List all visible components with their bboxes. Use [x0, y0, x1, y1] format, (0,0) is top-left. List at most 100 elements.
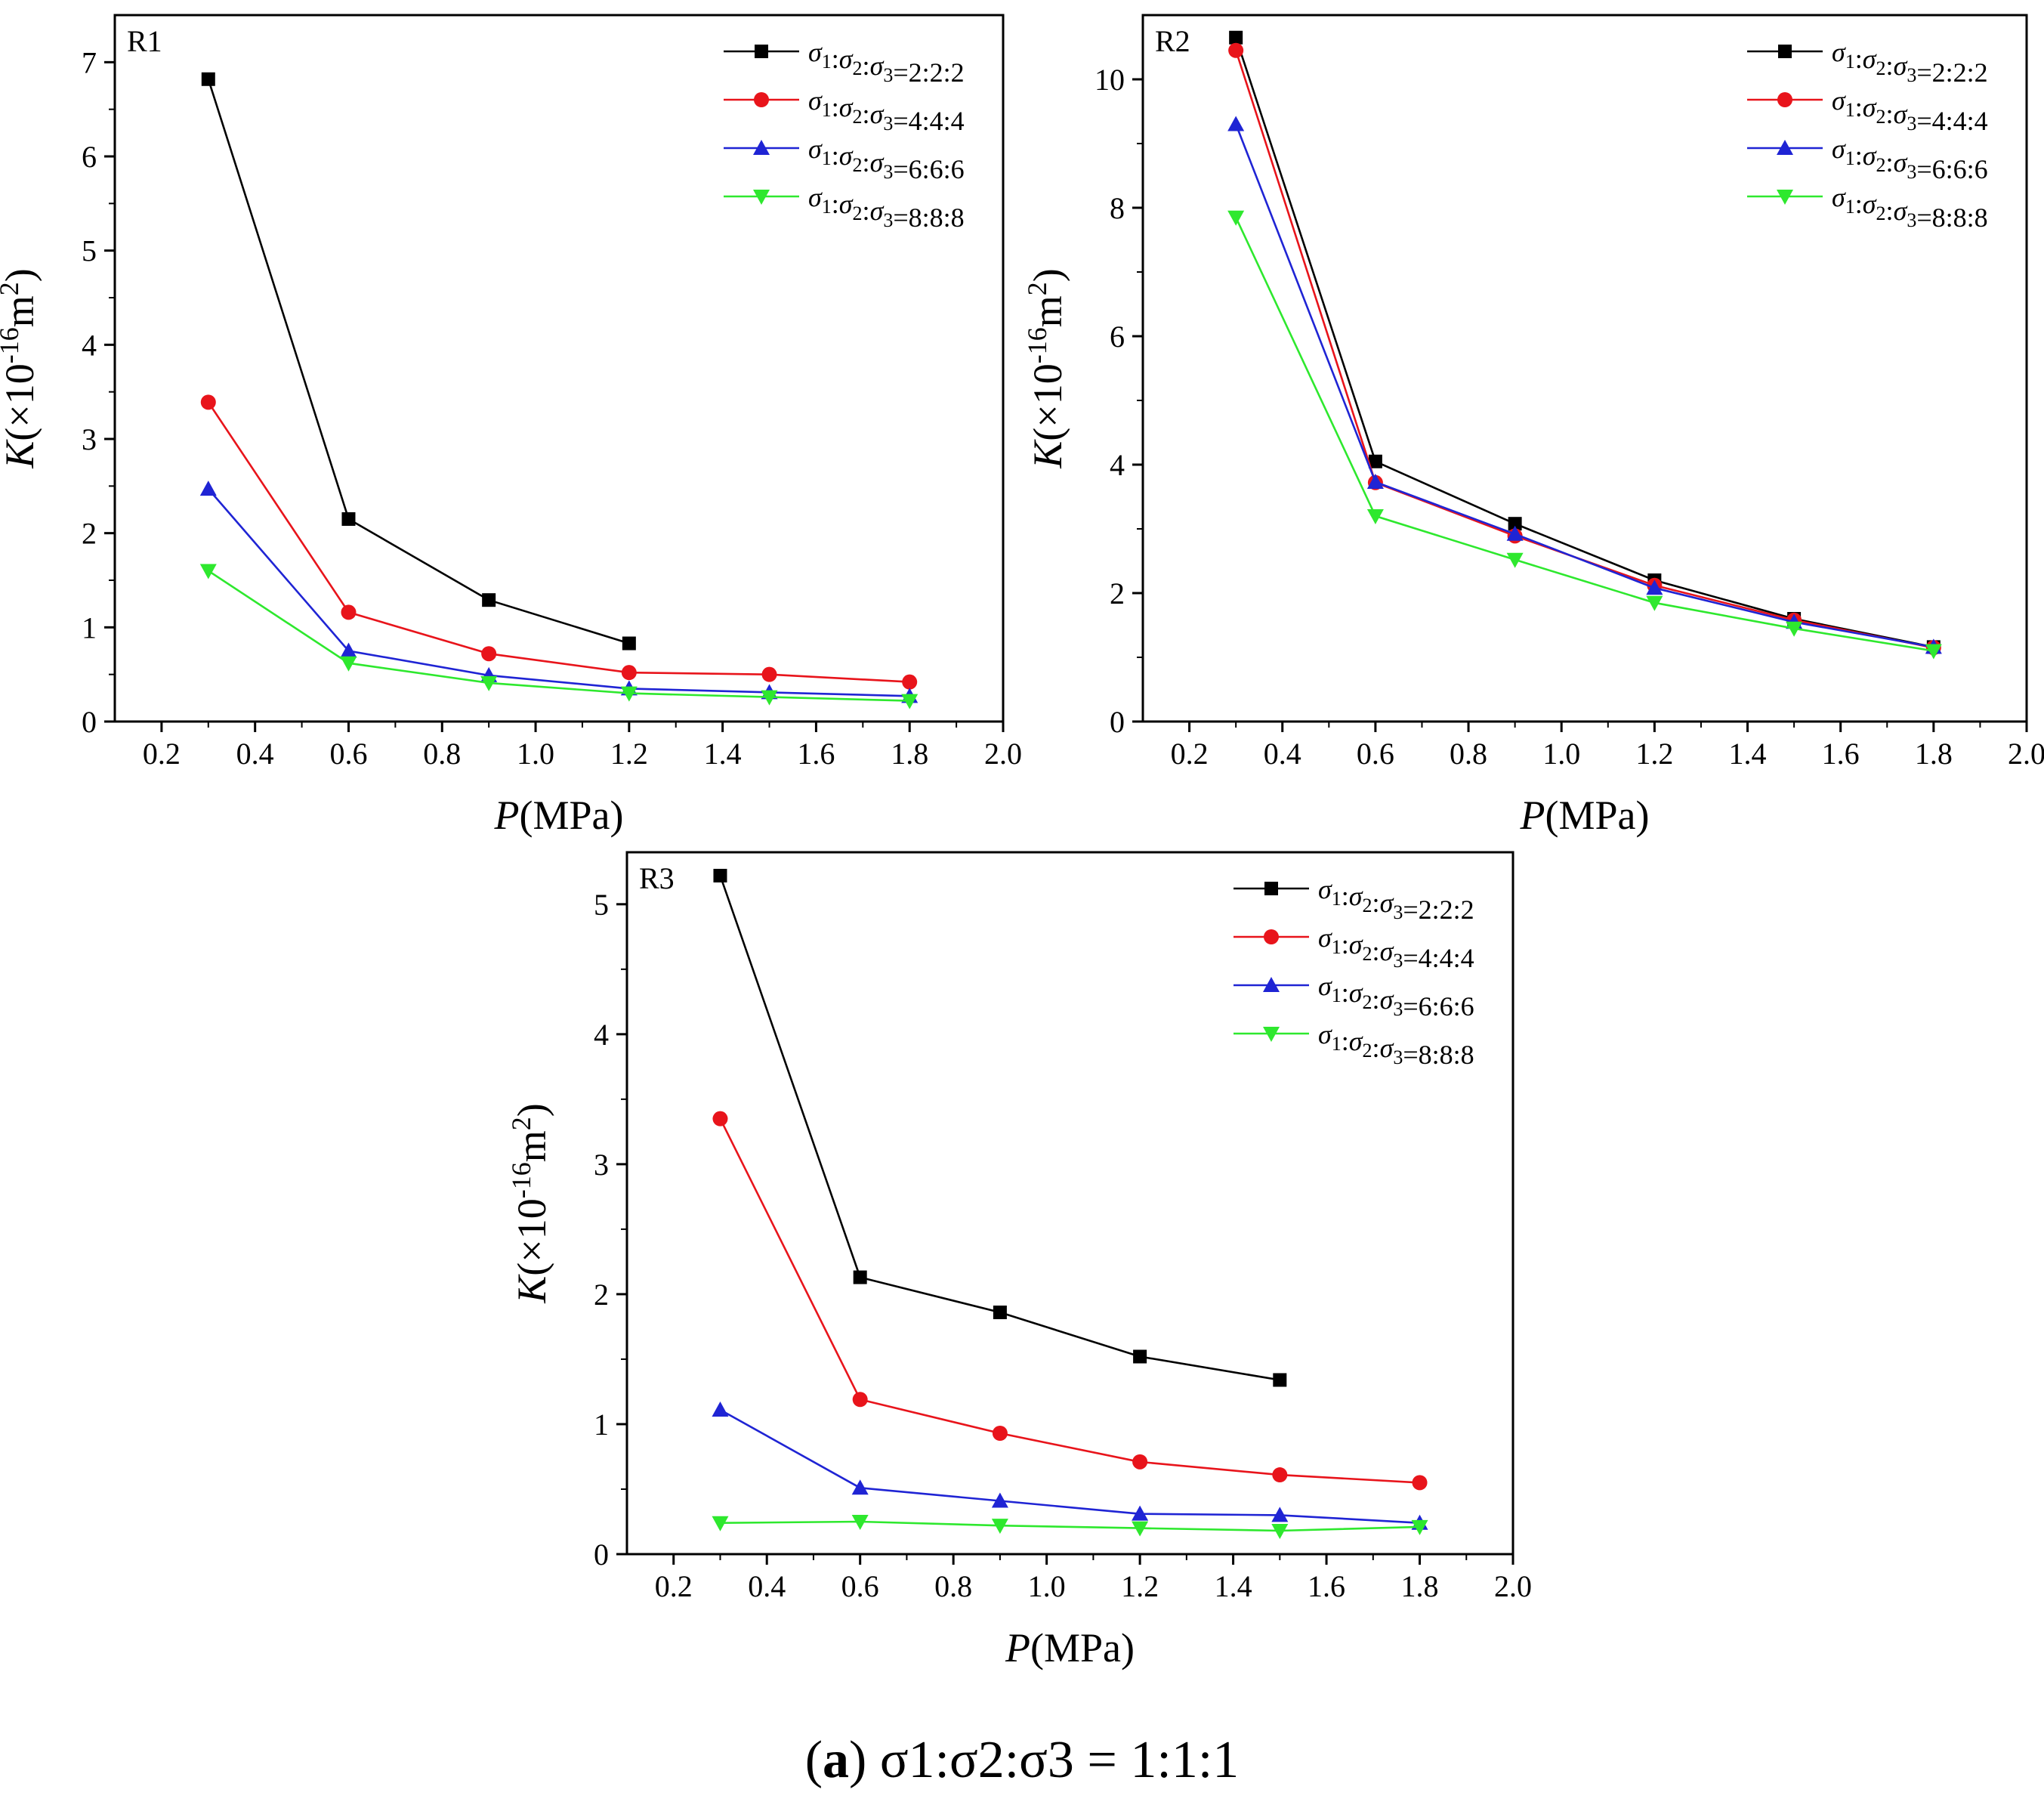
r1-legend-entry: σ1:σ2:σ3=6:6:6: [808, 134, 965, 184]
r1-series-1: [201, 72, 636, 651]
chart-r3: 0.2 0.4 0.6 0.8 1.0 1.2 1.4 1.6 1.8 2.0 0 1 2 3 4 5 R3 P(…: [506, 851, 1532, 1670]
r3-legend-entry: σ1:σ2:σ3=4:4:4: [1318, 923, 1474, 973]
r1-x-tick-label: 1.4: [704, 737, 742, 771]
r1-y-tick-label: 6: [82, 140, 97, 174]
r3-data-point: [1271, 1507, 1289, 1522]
r3-data-point: [713, 868, 727, 882]
r3-data-point: [1132, 1454, 1148, 1470]
r2-legend: σ1:σ2:σ3=2:2:2σ1:σ2:σ3=4:4:4σ1:σ2:σ3=6:6…: [1747, 37, 1988, 233]
r3-data-point: [851, 1479, 869, 1495]
r3-x-tick-label: 1.6: [1308, 1569, 1345, 1603]
r3-panel-label: R3: [639, 861, 675, 895]
r2-y-tick-label: 0: [1110, 705, 1125, 739]
r1-legend-entry: σ1:σ2:σ3=4:4:4: [808, 85, 965, 136]
r3-x-tick-label: 0.2: [655, 1569, 693, 1603]
r1-x-tick-label: 0.4: [236, 737, 274, 771]
r2-data-point: [1508, 517, 1522, 531]
r3-x-tick-label: 0.4: [748, 1569, 786, 1603]
r1-x-axis-label: P(MPa): [494, 793, 624, 838]
r3-data-point: [993, 1306, 1007, 1320]
r1-panel-label: R1: [127, 24, 162, 58]
r1-x-tick-label: 2.0: [984, 737, 1022, 771]
r1-data-point: [341, 511, 356, 526]
r1-data-point: [200, 394, 216, 410]
r1-y-tick-label: 4: [82, 328, 97, 362]
r3-data-point: [1271, 1524, 1289, 1540]
r3-x-tick-label: 0.6: [841, 1569, 879, 1603]
r2-legend-marker: [1777, 190, 1793, 205]
r3-data-point: [1273, 1373, 1287, 1387]
caption-text: σ1:σ2:σ3 = 1:1:1: [879, 1731, 1240, 1789]
r1-data-point: [901, 694, 919, 709]
r3-y-tick-label: 0: [594, 1538, 609, 1572]
r2-data-point: [1229, 30, 1243, 45]
r2-y-tick-label: 6: [1110, 320, 1125, 354]
r3-data-point: [1272, 1467, 1288, 1483]
r1-data-point: [201, 72, 215, 86]
r1-legend-marker: [753, 140, 770, 155]
r1-data-point: [621, 665, 637, 681]
r2-x-tick-label: 0.8: [1450, 737, 1487, 771]
r1-data-point: [480, 675, 498, 691]
r2-y-tick-label: 4: [1110, 448, 1125, 482]
r3-series-1: [713, 868, 1287, 1387]
r2-x-tick-label: 0.6: [1357, 737, 1394, 771]
r3-series-line: [719, 1118, 1420, 1484]
r2-data-point: [1506, 552, 1524, 568]
r1-data-point: [199, 481, 217, 496]
r1-series-3: [199, 481, 919, 703]
r3-legend: σ1:σ2:σ3=2:2:2σ1:σ2:σ3=4:4:4σ1:σ2:σ3=6:6…: [1234, 874, 1474, 1070]
r1-data-point: [761, 666, 777, 682]
r2-series-line: [1234, 124, 1934, 648]
r2-y-tick-label: 8: [1110, 191, 1125, 225]
r1-x-tick-label: 0.6: [329, 737, 367, 771]
r1-x-tick-label: 0.8: [423, 737, 461, 771]
r3-y-tick-label: 3: [594, 1148, 609, 1182]
r3-data-point: [991, 1492, 1008, 1508]
r2-series-line: [1235, 217, 1934, 652]
r2-series-line: [1234, 50, 1934, 649]
r3-y-tick-label: 5: [594, 888, 609, 922]
r3-data-point: [1133, 1349, 1147, 1364]
r2-x-tick-label: 1.8: [1915, 737, 1953, 771]
r1-data-point: [341, 604, 357, 620]
r2-data-point: [1228, 42, 1244, 58]
r3-series-line: [719, 1408, 1420, 1524]
r2-legend-marker: [1777, 92, 1792, 107]
r3-data-point: [712, 1111, 728, 1127]
r1-data-point: [481, 646, 497, 662]
r3-x-tick-label: 1.2: [1121, 1569, 1159, 1603]
r3-y-tick-label: 1: [594, 1408, 609, 1442]
r2-data-point: [1646, 579, 1663, 595]
r3-series-line: [720, 1520, 1420, 1532]
r1-series-line: [207, 488, 910, 697]
r2-data-point: [1366, 473, 1384, 489]
r3-legend-marker: [1264, 882, 1278, 895]
r1-series-2: [200, 394, 918, 690]
r1-y-tick-label: 2: [82, 517, 97, 551]
r3-legend-entry: σ1:σ2:σ3=6:6:6: [1318, 971, 1474, 1021]
r1-y-tick-label: 5: [82, 234, 97, 268]
r2-x-tick-label: 1.0: [1542, 737, 1580, 771]
r1-legend-marker: [755, 45, 768, 58]
r3-data-point: [712, 1516, 729, 1531]
r3-legend-entry: σ1:σ2:σ3=2:2:2: [1318, 874, 1474, 925]
r3-data-point: [712, 1402, 729, 1417]
r2-x-axis-label: P(MPa): [1520, 793, 1650, 838]
r1-plot-frame: [113, 14, 1005, 723]
r1-series-line: [207, 401, 910, 683]
r2-y-tick-label: 2: [1110, 576, 1125, 610]
r2-x-tick-label: 1.4: [1729, 737, 1767, 771]
r3-legend-marker: [1264, 929, 1279, 944]
r2-legend-entry: σ1:σ2:σ3=8:8:8: [1832, 182, 1988, 233]
figure-caption: (a) σ1:σ2:σ3 = 1:1:1: [804, 1731, 1240, 1789]
r3-data-point: [1132, 1505, 1149, 1521]
r2-panel-label: R2: [1155, 24, 1190, 58]
r1-series-4: [199, 564, 919, 709]
r3-series-4: [712, 1514, 1428, 1540]
r2-x-tick-label: 1.2: [1635, 737, 1673, 771]
r2-x-tick-label: 0.2: [1171, 737, 1209, 771]
r2-data-point: [1506, 525, 1524, 541]
r2-y-axis-label: K(×10-16m2): [1022, 268, 1070, 468]
